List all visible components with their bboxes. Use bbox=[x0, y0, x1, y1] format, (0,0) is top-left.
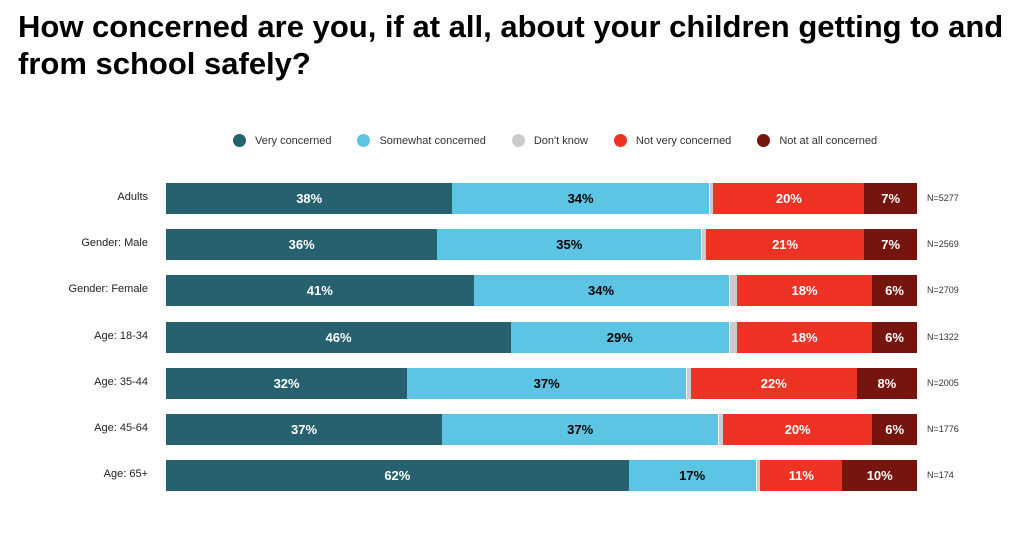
legend-item: Not very concerned bbox=[613, 134, 732, 147]
bar-segment: 36% bbox=[166, 229, 438, 261]
sample-size-label: N=5277 bbox=[927, 193, 959, 203]
bar-row: Gender: Male 36% 35% 21% 7% N=2569 bbox=[0, 229, 1024, 261]
category-label: Age: 45-64 bbox=[94, 422, 148, 434]
bar-segment: 20% bbox=[713, 183, 865, 214]
legend-swatch bbox=[357, 134, 371, 147]
stacked-bar: 38% 34% 20% 7% bbox=[166, 183, 918, 214]
bar-segment: 22% bbox=[690, 367, 857, 399]
sample-size-label: N=1776 bbox=[927, 424, 959, 434]
bar-segment: 20% bbox=[722, 414, 873, 445]
category-label: Gender: Male bbox=[81, 237, 148, 250]
legend-label: Not at all concerned bbox=[779, 134, 878, 147]
legend-item: Somewhat concerned bbox=[357, 134, 486, 147]
sample-size-label: N=1322 bbox=[927, 331, 959, 342]
legend-swatch bbox=[233, 134, 246, 147]
bar-segment: 37% bbox=[166, 414, 443, 445]
bar-segment: 21% bbox=[705, 229, 865, 261]
stacked-bar: 62% 17% 11% 10% bbox=[166, 460, 918, 492]
bar-segment bbox=[701, 229, 706, 261]
legend-label: Not very concerned bbox=[635, 134, 732, 147]
bar-segment: 37% bbox=[442, 414, 719, 445]
bar-segment: 34% bbox=[473, 275, 729, 307]
bar-segment bbox=[686, 367, 691, 399]
bar-segment: 34% bbox=[452, 183, 709, 214]
bar-segment: 41% bbox=[166, 275, 474, 307]
stacked-bar: 46% 29% 18% 6% bbox=[166, 321, 917, 353]
bar-segment: 62% bbox=[166, 460, 629, 492]
legend-item: Not at all concerned bbox=[757, 134, 877, 147]
legend-label: Very concerned bbox=[255, 134, 332, 147]
bar-row: Age: 18-34 46% 29% 18% 6% N=1322 bbox=[0, 321, 1024, 353]
bar-segment: 6% bbox=[872, 275, 917, 307]
bar-segment: 7% bbox=[864, 183, 918, 214]
category-label: Age: 18-34 bbox=[94, 329, 148, 342]
category-label: Adults bbox=[117, 191, 148, 203]
legend-swatch bbox=[511, 134, 525, 147]
sample-size-label: N=2709 bbox=[927, 285, 959, 296]
legend-item: Very concerned bbox=[233, 134, 331, 147]
sample-size-label: N=174 bbox=[927, 470, 954, 481]
bar-segment: 10% bbox=[842, 460, 918, 492]
bar-segment: 18% bbox=[737, 321, 872, 353]
bar-segment: 18% bbox=[737, 275, 872, 307]
bar-row: Age: 65+ 62% 17% 11% 10% N=174 bbox=[0, 460, 1024, 492]
category-label: Age: 35-44 bbox=[94, 375, 148, 388]
bar-segment: 29% bbox=[511, 321, 729, 353]
bar-row: Adults 38% 34% 20% 7% N=5277 bbox=[0, 183, 1024, 214]
legend-item: Don't know bbox=[511, 134, 588, 147]
legend-label: Somewhat concerned bbox=[379, 134, 486, 147]
stacked-bar: 32% 37% 22% 8% bbox=[166, 367, 917, 399]
bar-row: Age: 45-64 37% 37% 20% 6% N=1776 bbox=[0, 414, 1024, 445]
legend-label: Don't know bbox=[533, 134, 588, 147]
legend-swatch bbox=[613, 134, 627, 147]
sample-size-label: N=2569 bbox=[927, 239, 959, 250]
bar-segment bbox=[755, 460, 761, 492]
stacked-bar: 41% 34% 18% 6% bbox=[166, 275, 917, 307]
bar-segment: 7% bbox=[864, 229, 918, 261]
bar-row: Age: 35-44 32% 37% 22% 8% N=2005 bbox=[0, 367, 1024, 399]
bar-segment bbox=[728, 321, 737, 353]
bar-segment: 6% bbox=[872, 321, 917, 353]
category-label: Gender: Female bbox=[68, 283, 148, 296]
bar-segment: 11% bbox=[760, 460, 843, 492]
bar-segment: 32% bbox=[166, 367, 408, 399]
legend-swatch bbox=[757, 134, 771, 147]
bar-segment bbox=[718, 414, 723, 445]
chart-title: How concerned are you, if at all, about … bbox=[18, 9, 1004, 81]
bar-segment: 35% bbox=[437, 229, 702, 261]
bar-segment: 46% bbox=[166, 321, 512, 353]
bar-row: Gender: Female 41% 34% 18% 6% N=2709 bbox=[0, 275, 1024, 307]
bar-segment bbox=[728, 275, 737, 307]
bar-segment: 37% bbox=[407, 367, 687, 399]
bar-segment: 6% bbox=[872, 414, 917, 445]
bar-segment: 38% bbox=[166, 183, 453, 214]
bar-segment: 8% bbox=[856, 367, 917, 399]
category-label: Age: 65+ bbox=[103, 468, 148, 481]
stacked-bar: 37% 37% 20% 6% bbox=[166, 414, 917, 445]
bar-segment bbox=[708, 183, 714, 214]
bar-segment: 17% bbox=[628, 460, 756, 492]
legend: Very concerned Somewhat concerned Don't kn… bbox=[233, 134, 903, 147]
stacked-bar: 36% 35% 21% 7% bbox=[166, 229, 918, 261]
sample-size-label: N=2005 bbox=[927, 377, 959, 388]
